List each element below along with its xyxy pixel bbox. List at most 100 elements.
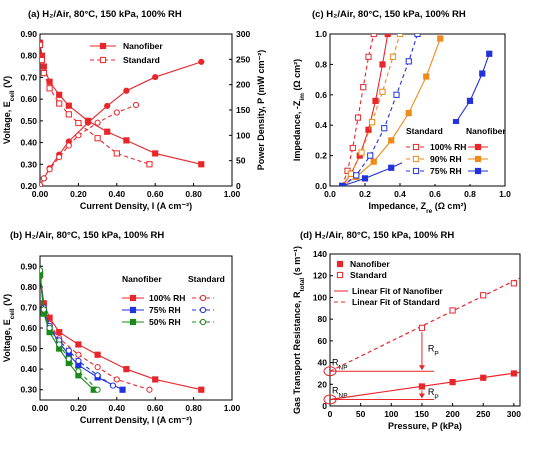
x-tick-label: 200 bbox=[445, 409, 459, 419]
legend-marker bbox=[99, 56, 107, 64]
x-tick-label: 0 bbox=[328, 409, 333, 419]
panel-title: (d) H₂/Air, 80°C, 150 kPa, 100% RH bbox=[300, 230, 454, 241]
legend-marker bbox=[336, 260, 344, 268]
y-tick-label: 0.30 bbox=[20, 385, 37, 395]
x-tick-label: 0.8 bbox=[464, 189, 476, 199]
x-tick-label: 0.00 bbox=[32, 189, 49, 199]
x-tick-label: 250 bbox=[476, 409, 490, 419]
data-point bbox=[75, 119, 82, 127]
y-tick-label: 0.70 bbox=[20, 302, 37, 312]
chart-panel-a: (a) H₂/Air, 80°C, 150 kPa, 100% RH0.00 0.… bbox=[2, 9, 266, 211]
series-line bbox=[40, 44, 150, 165]
data-point bbox=[418, 383, 426, 390]
series-line bbox=[40, 61, 202, 186]
series-line bbox=[40, 42, 202, 165]
data-point bbox=[389, 53, 397, 60]
y-tick-label: 0.80 bbox=[20, 51, 37, 61]
legend-label: 100% RH bbox=[149, 293, 185, 303]
data-point bbox=[56, 329, 63, 336]
data-point bbox=[365, 53, 372, 60]
x-tick-label: 0.80 bbox=[185, 403, 202, 413]
data-point bbox=[40, 306, 47, 313]
data-point bbox=[75, 132, 82, 139]
x-tick-label: 100 bbox=[384, 409, 398, 419]
fit-line bbox=[330, 277, 520, 372]
y-tick-label: 0.50 bbox=[20, 344, 37, 354]
data-point bbox=[94, 351, 101, 358]
data-point bbox=[393, 91, 400, 98]
y-tick-label: 0.80 bbox=[20, 282, 37, 292]
y-axis-label: Gas Transport Resistance, Rtotal (s m⁻¹) bbox=[292, 246, 306, 414]
data-point bbox=[368, 119, 376, 126]
data-point bbox=[56, 91, 63, 98]
x-tick-label: 0.40 bbox=[109, 403, 126, 413]
legend-header: Standard bbox=[188, 274, 225, 284]
series-line bbox=[40, 274, 202, 391]
data-point bbox=[46, 314, 53, 321]
legend-header: Nanofiber bbox=[466, 126, 506, 136]
data-point bbox=[479, 70, 486, 77]
data-point bbox=[65, 102, 72, 109]
data-point bbox=[94, 135, 101, 142]
data-point bbox=[65, 355, 72, 362]
data-point bbox=[84, 119, 92, 126]
data-point bbox=[354, 114, 362, 121]
y-tick-label: 80 bbox=[318, 314, 328, 324]
data-point bbox=[423, 73, 430, 80]
y2-axis-label: Power Density, P (mW cm⁻²) bbox=[256, 50, 266, 170]
legend-label: Nanofiber bbox=[350, 259, 390, 269]
data-point bbox=[384, 34, 391, 38]
data-point bbox=[56, 100, 63, 107]
data-point bbox=[347, 170, 355, 177]
series-line bbox=[40, 270, 114, 387]
data-point bbox=[152, 376, 159, 383]
legend-header: Standard bbox=[406, 126, 443, 136]
y-tick-label: 0.60 bbox=[20, 323, 37, 333]
y-tick-label: 120 bbox=[313, 271, 327, 281]
legend-marker bbox=[199, 318, 207, 326]
y-tick-label: 0 bbox=[322, 401, 327, 411]
data-point bbox=[379, 61, 386, 68]
x-tick-label: 300 bbox=[507, 409, 521, 419]
x-tick-label: 0.60 bbox=[147, 403, 164, 413]
legend-label: Linear Fit of Standard bbox=[352, 297, 440, 307]
y-tick-label: 20 bbox=[318, 379, 328, 389]
annotation-label: RP bbox=[428, 344, 439, 358]
data-point bbox=[365, 126, 372, 133]
data-point bbox=[358, 149, 365, 156]
data-point bbox=[40, 41, 44, 48]
x-axis-label: Current Density, I (A cm⁻²) bbox=[80, 201, 192, 211]
data-point bbox=[94, 119, 101, 126]
legend-label: 75% RH bbox=[149, 305, 181, 315]
x-tick-label: 0.20 bbox=[70, 403, 87, 413]
legend-marker bbox=[129, 318, 137, 326]
data-point bbox=[65, 347, 72, 354]
data-point bbox=[40, 267, 44, 274]
data-point bbox=[113, 109, 120, 116]
data-point bbox=[146, 161, 153, 168]
data-point bbox=[396, 34, 404, 38]
data-point bbox=[113, 150, 120, 157]
x-tick-label: 1.00 bbox=[224, 189, 241, 199]
data-point bbox=[75, 357, 82, 365]
x-axis-label: Current Density, I (A cm⁻²) bbox=[80, 415, 192, 425]
panel-title: (b) H₂/Air, 80°C, 150 kPa, 100% RH bbox=[10, 230, 164, 241]
data-point bbox=[104, 128, 111, 135]
y-tick-label: 1.0 bbox=[315, 29, 327, 39]
data-point bbox=[152, 73, 159, 81]
data-point bbox=[40, 175, 47, 182]
data-point bbox=[46, 324, 53, 332]
data-point bbox=[486, 50, 493, 57]
data-point bbox=[56, 341, 63, 348]
legend-label: Standard bbox=[350, 270, 387, 280]
data-point bbox=[361, 175, 369, 182]
y-tick-label: 0.90 bbox=[20, 29, 37, 39]
data-point bbox=[437, 35, 444, 42]
data-point bbox=[480, 292, 487, 299]
x-tick-label: 150 bbox=[415, 409, 429, 419]
data-point bbox=[109, 382, 117, 389]
panel-title: (c) H₂/Air, 80°C, 150 kPa, 100% RH bbox=[312, 9, 466, 20]
data-point bbox=[418, 324, 426, 331]
legend-marker bbox=[99, 42, 107, 50]
y-tick-label: 0.60 bbox=[20, 94, 37, 104]
